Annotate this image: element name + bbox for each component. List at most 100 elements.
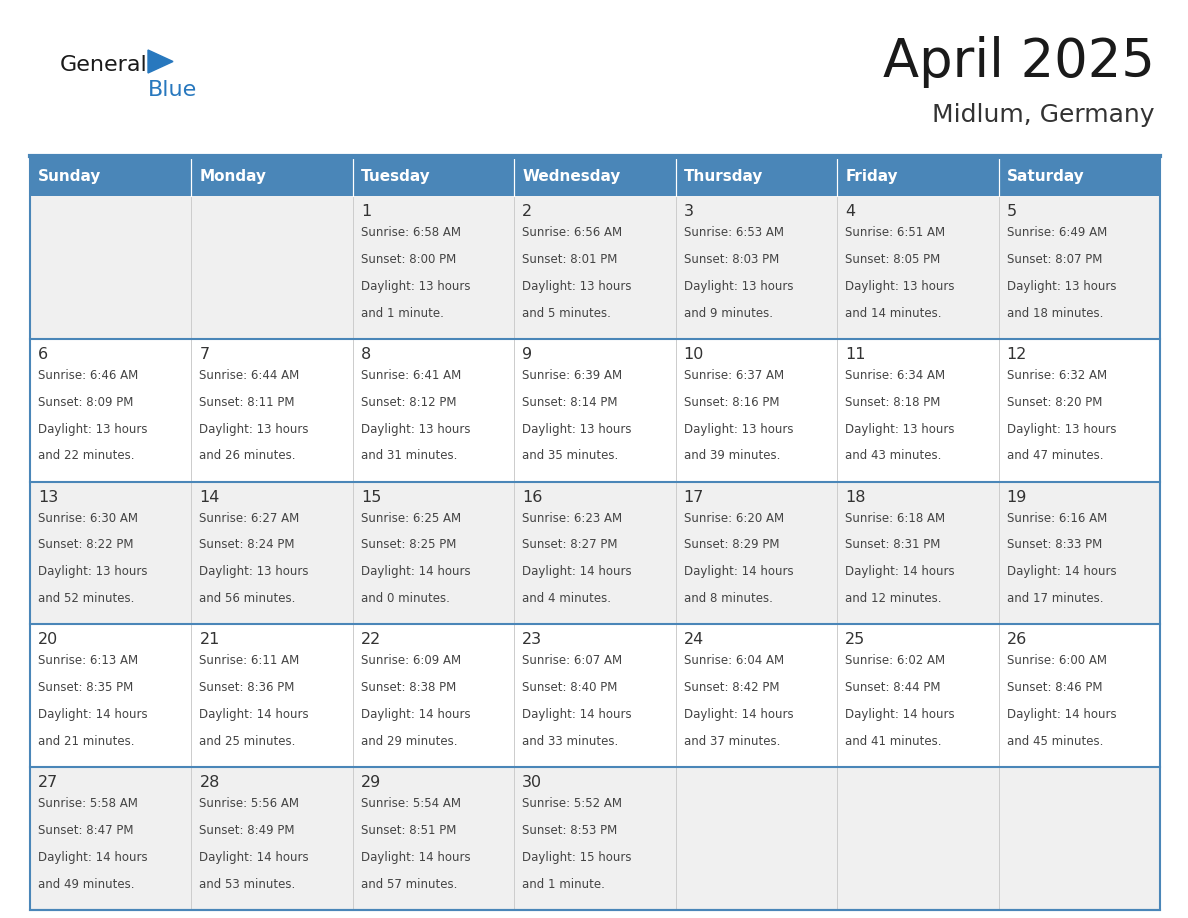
Text: Daylight: 14 hours: Daylight: 14 hours: [523, 708, 632, 722]
Text: and 1 minute.: and 1 minute.: [361, 307, 444, 319]
Text: Sunrise: 6:27 AM: Sunrise: 6:27 AM: [200, 511, 299, 524]
Text: 5: 5: [1006, 204, 1017, 219]
Text: and 18 minutes.: and 18 minutes.: [1006, 307, 1102, 319]
Text: and 41 minutes.: and 41 minutes.: [845, 735, 942, 748]
Text: and 1 minute.: and 1 minute.: [523, 878, 605, 890]
Text: Sunset: 8:40 PM: Sunset: 8:40 PM: [523, 681, 618, 694]
Text: Daylight: 14 hours: Daylight: 14 hours: [38, 708, 147, 722]
Bar: [353, 196, 514, 339]
Text: 2: 2: [523, 204, 532, 219]
Text: Sunrise: 6:04 AM: Sunrise: 6:04 AM: [684, 655, 784, 667]
Text: Sunrise: 6:56 AM: Sunrise: 6:56 AM: [523, 226, 623, 239]
Text: Sunrise: 6:16 AM: Sunrise: 6:16 AM: [1006, 511, 1107, 524]
Text: and 43 minutes.: and 43 minutes.: [845, 450, 942, 463]
Bar: [191, 158, 353, 196]
Bar: [676, 196, 838, 339]
Text: Saturday: Saturday: [1006, 170, 1085, 185]
Text: Sunrise: 6:39 AM: Sunrise: 6:39 AM: [523, 369, 623, 382]
Bar: [30, 339, 191, 482]
Bar: [191, 339, 353, 482]
Bar: [676, 767, 838, 910]
Text: 6: 6: [38, 347, 49, 362]
Text: Sunrise: 6:11 AM: Sunrise: 6:11 AM: [200, 655, 299, 667]
Text: Daylight: 13 hours: Daylight: 13 hours: [684, 422, 794, 435]
Bar: [999, 339, 1159, 482]
Text: Sunrise: 6:02 AM: Sunrise: 6:02 AM: [845, 655, 946, 667]
Bar: [353, 482, 514, 624]
Text: Sunrise: 6:34 AM: Sunrise: 6:34 AM: [845, 369, 946, 382]
Text: Daylight: 14 hours: Daylight: 14 hours: [845, 708, 955, 722]
Text: Sunrise: 5:54 AM: Sunrise: 5:54 AM: [361, 797, 461, 811]
Text: Sunrise: 6:07 AM: Sunrise: 6:07 AM: [523, 655, 623, 667]
Text: Thursday: Thursday: [684, 170, 763, 185]
Text: and 17 minutes.: and 17 minutes.: [1006, 592, 1104, 605]
Text: 1: 1: [361, 204, 371, 219]
Bar: [676, 482, 838, 624]
Text: Daylight: 14 hours: Daylight: 14 hours: [1006, 565, 1117, 578]
Bar: [999, 482, 1159, 624]
Bar: [191, 196, 353, 339]
Text: Daylight: 14 hours: Daylight: 14 hours: [38, 851, 147, 864]
Bar: [30, 482, 191, 624]
Text: Sunrise: 5:56 AM: Sunrise: 5:56 AM: [200, 797, 299, 811]
Text: Sunset: 8:16 PM: Sunset: 8:16 PM: [684, 396, 779, 409]
Text: Daylight: 14 hours: Daylight: 14 hours: [361, 708, 470, 722]
Text: 17: 17: [684, 489, 704, 505]
Text: and 14 minutes.: and 14 minutes.: [845, 307, 942, 319]
Text: Midlum, Germany: Midlum, Germany: [933, 103, 1155, 127]
Text: Sunset: 8:33 PM: Sunset: 8:33 PM: [1006, 539, 1101, 552]
Text: Daylight: 14 hours: Daylight: 14 hours: [845, 565, 955, 578]
Bar: [838, 767, 999, 910]
Text: and 33 minutes.: and 33 minutes.: [523, 735, 619, 748]
Text: Sunrise: 6:53 AM: Sunrise: 6:53 AM: [684, 226, 784, 239]
Text: and 26 minutes.: and 26 minutes.: [200, 450, 296, 463]
Text: Daylight: 14 hours: Daylight: 14 hours: [200, 708, 309, 722]
Text: 18: 18: [845, 489, 866, 505]
Text: Sunset: 8:38 PM: Sunset: 8:38 PM: [361, 681, 456, 694]
Bar: [838, 624, 999, 767]
Text: Sunrise: 6:37 AM: Sunrise: 6:37 AM: [684, 369, 784, 382]
Text: Sunset: 8:51 PM: Sunset: 8:51 PM: [361, 824, 456, 837]
Text: 3: 3: [684, 204, 694, 219]
Text: and 31 minutes.: and 31 minutes.: [361, 450, 457, 463]
Text: and 29 minutes.: and 29 minutes.: [361, 735, 457, 748]
Text: Monday: Monday: [200, 170, 266, 185]
Bar: [30, 158, 1159, 910]
Text: 26: 26: [1006, 633, 1026, 647]
Text: Daylight: 13 hours: Daylight: 13 hours: [845, 280, 955, 293]
Text: 11: 11: [845, 347, 866, 362]
Text: Daylight: 14 hours: Daylight: 14 hours: [361, 565, 470, 578]
Text: 8: 8: [361, 347, 371, 362]
Text: Sunset: 8:09 PM: Sunset: 8:09 PM: [38, 396, 133, 409]
Bar: [191, 767, 353, 910]
Text: and 39 minutes.: and 39 minutes.: [684, 450, 781, 463]
Bar: [353, 339, 514, 482]
Text: Sunrise: 6:25 AM: Sunrise: 6:25 AM: [361, 511, 461, 524]
Text: Sunrise: 6:20 AM: Sunrise: 6:20 AM: [684, 511, 784, 524]
Bar: [514, 339, 676, 482]
Text: and 8 minutes.: and 8 minutes.: [684, 592, 772, 605]
Bar: [838, 196, 999, 339]
Text: Sunrise: 6:32 AM: Sunrise: 6:32 AM: [1006, 369, 1107, 382]
Text: Sunset: 8:47 PM: Sunset: 8:47 PM: [38, 824, 133, 837]
Text: Sunset: 8:03 PM: Sunset: 8:03 PM: [684, 252, 779, 266]
Text: Daylight: 13 hours: Daylight: 13 hours: [38, 565, 147, 578]
Text: 30: 30: [523, 775, 543, 790]
Bar: [999, 196, 1159, 339]
Text: Wednesday: Wednesday: [523, 170, 620, 185]
Text: Sunrise: 5:58 AM: Sunrise: 5:58 AM: [38, 797, 138, 811]
Text: Daylight: 15 hours: Daylight: 15 hours: [523, 851, 632, 864]
Text: and 12 minutes.: and 12 minutes.: [845, 592, 942, 605]
Text: 25: 25: [845, 633, 865, 647]
Text: Sunset: 8:27 PM: Sunset: 8:27 PM: [523, 539, 618, 552]
Text: Sunday: Sunday: [38, 170, 101, 185]
Text: Daylight: 14 hours: Daylight: 14 hours: [684, 708, 794, 722]
Text: Sunset: 8:11 PM: Sunset: 8:11 PM: [200, 396, 295, 409]
Text: Sunrise: 6:44 AM: Sunrise: 6:44 AM: [200, 369, 299, 382]
Text: Sunset: 8:35 PM: Sunset: 8:35 PM: [38, 681, 133, 694]
Text: Daylight: 14 hours: Daylight: 14 hours: [361, 851, 470, 864]
Text: and 21 minutes.: and 21 minutes.: [38, 735, 134, 748]
Bar: [30, 158, 191, 196]
Text: Sunrise: 6:09 AM: Sunrise: 6:09 AM: [361, 655, 461, 667]
Text: Sunset: 8:42 PM: Sunset: 8:42 PM: [684, 681, 779, 694]
